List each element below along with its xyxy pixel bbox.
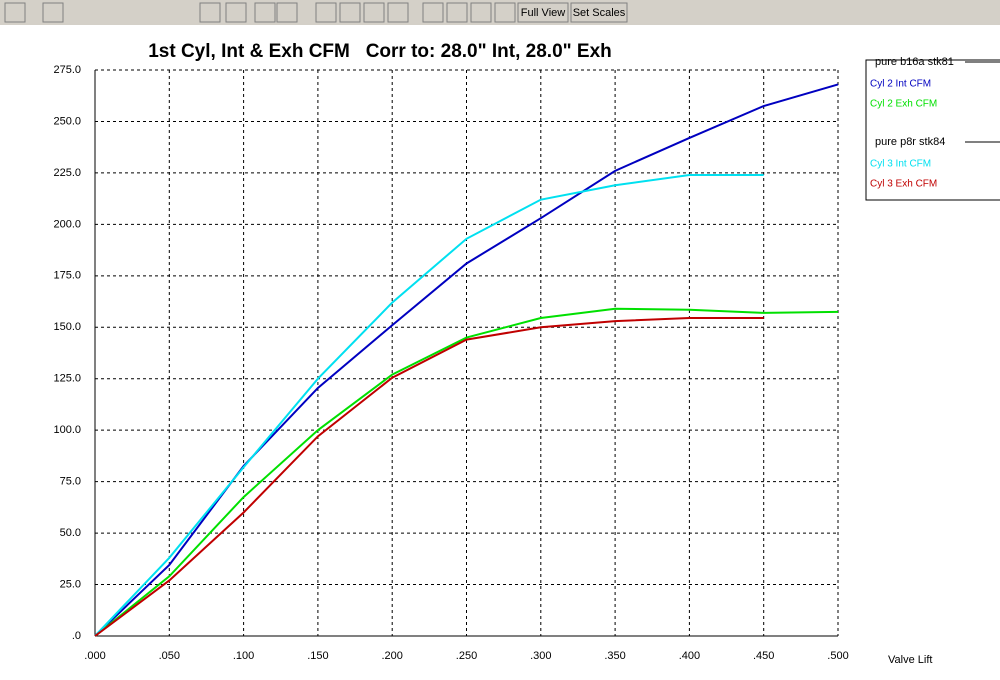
- series-line: [94, 307, 839, 637]
- icon-button[interactable]: [446, 2, 468, 23]
- icon-button[interactable]: [254, 2, 276, 23]
- y-tick-label: 225.0: [53, 167, 81, 179]
- full-view-button[interactable]: [517, 2, 569, 23]
- x-tick-label: .050: [159, 650, 180, 662]
- y-tick-label: 50.0: [60, 527, 81, 539]
- button-label[interactable]: Full View: [521, 7, 565, 19]
- legend-group-title: pure b16a stk81: [875, 56, 954, 68]
- icon-button[interactable]: [494, 2, 516, 23]
- set-scales-button[interactable]: [570, 2, 628, 23]
- toolbar-icons: [4, 2, 628, 23]
- legend-entry: Cyl 2 Exh CFM: [870, 99, 937, 110]
- series-line: [94, 317, 764, 637]
- y-tick-label: 75.0: [60, 476, 81, 488]
- y-tick-label: 250.0: [53, 115, 81, 127]
- x-tick-label: .000: [84, 650, 105, 662]
- x-tick-label: .450: [753, 650, 774, 662]
- x-tick-label: .300: [530, 650, 551, 662]
- y-tick-label: .0: [72, 630, 81, 642]
- y-tick-label: 200.0: [53, 218, 81, 230]
- legend-entry: Cyl 3 Exh CFM: [870, 179, 937, 190]
- y-tick-label: 125.0: [53, 373, 81, 385]
- legend-entry: Cyl 2 Int CFM: [870, 79, 931, 90]
- x-axis-label: Valve Lift: [888, 654, 932, 666]
- series-line: [94, 83, 839, 637]
- legend-box: [865, 59, 1000, 201]
- legend-entry: Cyl 3 Int CFM: [870, 159, 931, 170]
- icon-button[interactable]: [315, 2, 337, 23]
- icon-button[interactable]: [199, 2, 221, 23]
- icon-button[interactable]: [4, 2, 26, 23]
- legend-group-title: pure p8r stk84: [875, 136, 945, 148]
- icon-button[interactable]: [470, 2, 492, 23]
- y-tick-label: 25.0: [60, 578, 81, 590]
- x-tick-label: .100: [233, 650, 254, 662]
- x-tick-label: .150: [307, 650, 328, 662]
- icon-button[interactable]: [422, 2, 444, 23]
- chart-title: 1st Cyl, Int & Exh CFM Corr to: 28.0" In…: [148, 41, 612, 62]
- x-tick-label: .500: [827, 650, 848, 662]
- y-tick-label: 275.0: [53, 64, 81, 76]
- y-tick-label: 100.0: [53, 424, 81, 436]
- x-tick-label: .250: [456, 650, 477, 662]
- series-line: [94, 173, 764, 637]
- y-tick-label: 150.0: [53, 321, 81, 333]
- icon-button[interactable]: [387, 2, 409, 23]
- y-tick-label: 175.0: [53, 270, 81, 282]
- icon-button[interactable]: [363, 2, 385, 23]
- icon-button[interactable]: [225, 2, 247, 23]
- icon-button[interactable]: [339, 2, 361, 23]
- x-tick-label: .400: [679, 650, 700, 662]
- x-tick-label: .200: [381, 650, 402, 662]
- x-tick-label: .350: [604, 650, 625, 662]
- button-label[interactable]: Set Scales: [573, 7, 626, 19]
- icon-button[interactable]: [276, 2, 298, 23]
- icon-button[interactable]: [42, 2, 64, 23]
